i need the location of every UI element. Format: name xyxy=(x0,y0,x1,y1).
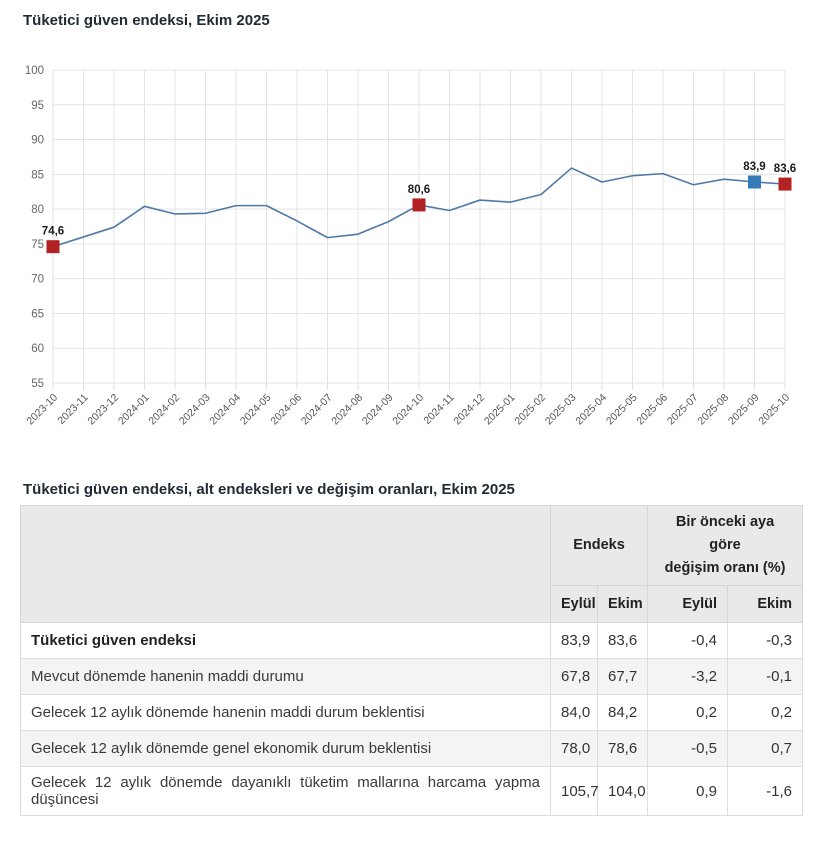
column-group-endeks: Endeks xyxy=(550,505,648,586)
y-axis-tick-label: 70 xyxy=(31,274,44,286)
y-axis-tick-label: 65 xyxy=(31,308,44,320)
value-cell: 0,2 xyxy=(726,694,804,731)
x-axis-tick-label: 2025-10 xyxy=(756,392,792,428)
table-row: Gelecek 12 aylık dönemde hanenin maddi d… xyxy=(20,694,804,731)
value-cell: 0,7 xyxy=(726,730,804,767)
data-label: 83,9 xyxy=(743,161,765,173)
value-cell: 78,6 xyxy=(597,730,648,767)
x-axis-tick-label: 2024-05 xyxy=(238,392,274,428)
x-axis-tick-label: 2025-06 xyxy=(634,392,670,428)
value-cell: -3,2 xyxy=(647,658,728,695)
x-axis-tick-label: 2023-12 xyxy=(85,392,121,428)
subheader-change-eylul: Eylül xyxy=(647,585,728,623)
value-cell: 84,2 xyxy=(597,694,648,731)
table-title: Tüketici güven endeksi, alt endeksleri v… xyxy=(23,481,515,498)
x-axis-tick-label: 2024-08 xyxy=(329,392,365,428)
table-row: Tüketici güven endeksi 83,9 83,6 -0,4 -0,3 xyxy=(20,622,804,659)
table-row: Mevcut dönemde hanenin maddi durumu 67,8 6… xyxy=(20,658,804,695)
x-axis-tick-label: 2023-11 xyxy=(55,392,90,427)
x-axis-tick-label: 2023-10 xyxy=(24,392,60,428)
x-axis-tick-label: 2025-02 xyxy=(512,392,548,428)
table-row: Gelecek 12 aylık dönemde genel ekonomik … xyxy=(20,730,804,767)
x-axis-tick-label: 2025-04 xyxy=(573,392,609,428)
x-axis-tick-label: 2024-10 xyxy=(390,392,426,428)
table-row: Gelecek 12 aylık dönemde dayanıklı tüket… xyxy=(20,766,804,816)
x-axis-tick-label: 2024-03 xyxy=(177,392,213,428)
chart-title: Tüketici güven endeksi, Ekim 2025 xyxy=(23,12,270,29)
value-cell: -0,4 xyxy=(647,622,728,659)
x-axis-tick-label: 2024-09 xyxy=(360,392,396,428)
x-axis-tick-label: 2024-12 xyxy=(451,392,487,428)
y-axis-tick-label: 75 xyxy=(31,239,44,251)
y-axis-tick-label: 60 xyxy=(31,343,44,355)
value-cell: 105,7 xyxy=(550,766,599,816)
value-cell: -0,1 xyxy=(726,658,804,695)
x-axis-tick-label: 2025-03 xyxy=(543,392,579,428)
x-axis-tick-label: 2024-04 xyxy=(207,392,243,428)
value-cell: 67,8 xyxy=(550,658,598,695)
x-axis-tick-label: 2024-06 xyxy=(268,392,304,428)
subheader-change-ekim: Ekim xyxy=(726,585,804,623)
data-label: 80,6 xyxy=(408,184,430,196)
x-axis-tick-label: 2024-01 xyxy=(116,392,152,428)
value-cell: 0,9 xyxy=(647,766,728,816)
y-axis-tick-label: 55 xyxy=(31,378,44,390)
value-cell: -0,3 xyxy=(726,622,804,659)
value-cell: 84,0 xyxy=(550,694,598,731)
x-axis-tick-label: 2024-11 xyxy=(421,392,456,427)
value-cell: 67,7 xyxy=(597,658,648,695)
row-label: Gelecek 12 aylık dönemde hanenin maddi d… xyxy=(20,694,551,731)
row-label: Tüketici güven endeksi xyxy=(20,622,551,659)
value-cell: -1,6 xyxy=(726,766,804,816)
data-label: 83,6 xyxy=(774,163,796,175)
column-group-change-rate: Bir önceki aya göre değişim oranı (%) xyxy=(646,505,804,586)
table-group-header-row: Endeks Bir önceki aya göre değişim oranı… xyxy=(20,505,804,623)
highlight-marker[interactable] xyxy=(412,198,426,212)
x-axis-tick-label: 2024-02 xyxy=(146,392,182,428)
row-label: Gelecek 12 aylık dönemde dayanıklı tüket… xyxy=(20,766,551,816)
highlight-marker[interactable] xyxy=(748,175,761,189)
value-cell: 83,6 xyxy=(597,622,648,659)
y-axis-tick-label: 100 xyxy=(25,65,44,77)
y-axis-tick-label: 95 xyxy=(31,100,44,112)
index-table: Endeks Bir önceki aya göre değişim oranı… xyxy=(20,505,804,816)
row-label: Gelecek 12 aylık dönemde genel ekonomik … xyxy=(20,730,551,767)
chart-canvas[interactable]: 55 60 65 70 75 80 85 90 95 100 2023-102023-112023-… xyxy=(0,55,822,467)
highlight-marker[interactable] xyxy=(46,240,60,254)
value-cell: 83,9 xyxy=(550,622,598,659)
x-axis-tick-label: 2025-07 xyxy=(665,392,701,428)
value-cell: 0,2 xyxy=(647,694,728,731)
x-axis-tick-label: 2024-07 xyxy=(299,392,335,428)
subheader-endeks-ekim: Ekim xyxy=(597,585,648,623)
index-table-container: Endeks Bir önceki aya göre değişim oranı… xyxy=(20,505,804,816)
subheader-endeks-eylul: Eylül xyxy=(550,585,598,623)
x-axis-tick-label: 2025-09 xyxy=(726,392,762,428)
value-cell: 78,0 xyxy=(550,730,598,767)
table-sub-header-row: Eylül Ekim Eylül Ekim xyxy=(21,585,804,623)
data-label: 74,6 xyxy=(42,226,64,238)
value-cell: 104,0 xyxy=(597,766,648,816)
highlight-marker[interactable] xyxy=(778,177,792,191)
x-axis-tick-label: 2025-01 xyxy=(482,392,518,428)
y-axis-tick-label: 90 xyxy=(31,135,44,147)
x-axis-tick-label: 2025-05 xyxy=(604,392,640,428)
value-cell: -0,5 xyxy=(647,730,728,767)
y-axis-tick-label: 80 xyxy=(31,204,44,216)
y-axis-tick-label: 85 xyxy=(31,169,44,181)
table-corner-cell xyxy=(20,505,551,623)
row-label: Mevcut dönemde hanenin maddi durumu xyxy=(20,658,551,695)
consumer-confidence-line-chart[interactable]: 55 60 65 70 75 80 85 90 95 100 2023-10 2023-11 2023-… xyxy=(0,55,822,467)
x-axis-tick-label: 2025-08 xyxy=(695,392,731,428)
